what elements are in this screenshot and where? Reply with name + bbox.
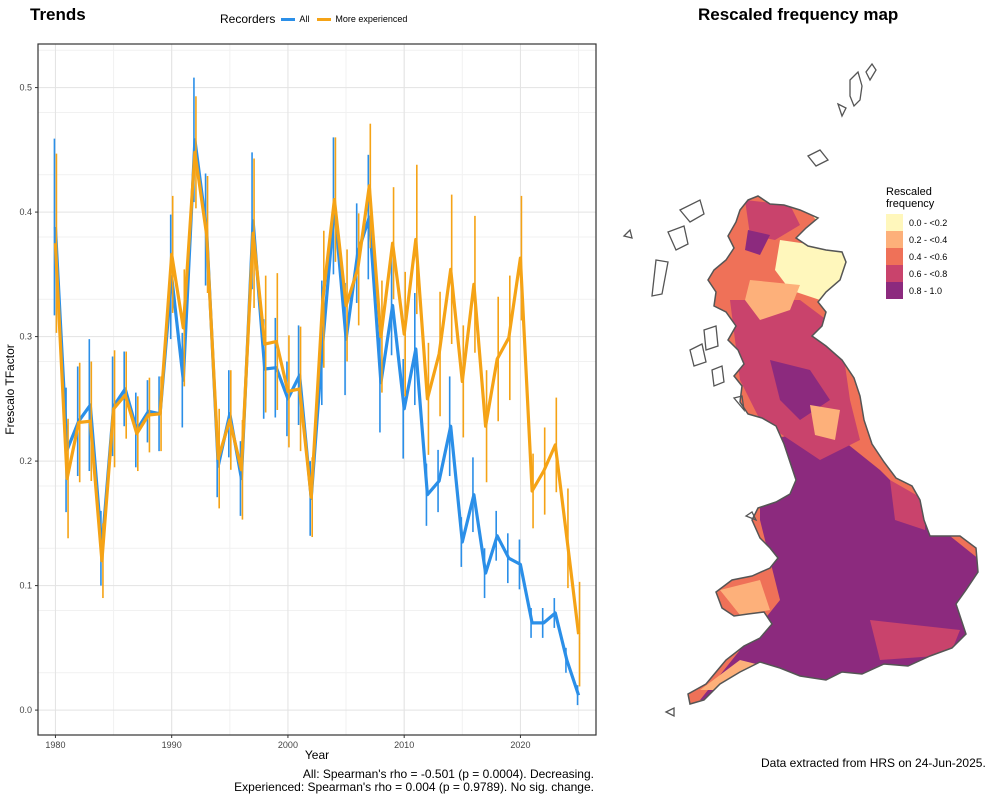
y-axis-title: Frescalo TFactor bbox=[3, 344, 17, 434]
map-legend-row: 0.8 - 1.0 bbox=[886, 282, 947, 299]
map-legend: Rescaled frequency 0.0 - <0.2 0.2 - <0.4… bbox=[886, 186, 947, 299]
islands-outline bbox=[622, 62, 877, 718]
map-legend-swatch bbox=[886, 265, 903, 282]
x-tick-label: 1990 bbox=[162, 740, 182, 750]
trends-chart: 0.0 0.1 0.2 0.3 0.4 0.5 1980 1990 2000 2010 2020 Ye… bbox=[3, 43, 597, 762]
y-tick-label: 0.4 bbox=[19, 207, 32, 217]
map-legend-label: 0.6 - <0.8 bbox=[909, 268, 948, 279]
map-legend-row: 0.6 - <0.8 bbox=[886, 265, 947, 282]
legend-label-all: All bbox=[299, 14, 310, 24]
map-legend-label: 0.0 - <0.2 bbox=[909, 217, 948, 228]
y-tick-label: 0.0 bbox=[19, 705, 32, 715]
legend-swatch-experienced bbox=[317, 17, 332, 21]
map-legend-swatch bbox=[886, 214, 903, 231]
legend-swatch-all bbox=[281, 17, 296, 21]
legend-item-experienced: More experienced bbox=[317, 14, 407, 24]
map-legend-label: 0.4 - <0.6 bbox=[909, 251, 948, 262]
legend-label-experienced: More experienced bbox=[335, 14, 408, 24]
x-axis-title: Year bbox=[305, 748, 329, 762]
legend-title: Recorders bbox=[220, 12, 276, 26]
map-legend-swatch bbox=[886, 248, 903, 265]
map-legend-label: 0.8 - 1.0 bbox=[909, 285, 943, 296]
legend-item-all: All bbox=[281, 14, 309, 24]
source-note: Data extracted from HRS on 24-Jun-2025. bbox=[761, 756, 986, 770]
stats-experienced-text: Experienced: Spearman's rho = 0.004 (p =… bbox=[234, 780, 594, 794]
stats-all-text: All: Spearman's rho = -0.501 (p = 0.0004… bbox=[302, 767, 594, 781]
trends-title: Trends bbox=[30, 5, 86, 24]
map-legend-row: 0.0 - <0.2 bbox=[886, 214, 947, 231]
map-legend-row: 0.4 - <0.6 bbox=[886, 248, 947, 265]
y-tick-label: 0.3 bbox=[19, 332, 32, 342]
x-tick-label: 2020 bbox=[510, 740, 530, 750]
map-title: Rescaled frequency map bbox=[698, 5, 899, 24]
map-legend-row: 0.2 - <0.4 bbox=[886, 231, 947, 248]
gb-frequency-map bbox=[622, 62, 979, 718]
x-tick-label: 1980 bbox=[45, 740, 65, 750]
x-tick-label: 2010 bbox=[394, 740, 414, 750]
x-tick-label: 2000 bbox=[278, 740, 298, 750]
map-legend-title: Rescaled frequency bbox=[886, 186, 935, 210]
map-legend-label: 0.2 - <0.4 bbox=[909, 234, 948, 245]
chart-legend: Recorders All More experienced bbox=[220, 12, 415, 26]
map-legend-swatch bbox=[886, 231, 903, 248]
y-tick-label: 0.2 bbox=[19, 456, 32, 466]
y-tick-label: 0.1 bbox=[19, 581, 32, 591]
map-legend-swatch bbox=[886, 282, 903, 299]
plot-border bbox=[37, 43, 597, 736]
y-tick-label: 0.5 bbox=[19, 83, 32, 93]
series-line-more-experienced bbox=[53, 150, 581, 635]
